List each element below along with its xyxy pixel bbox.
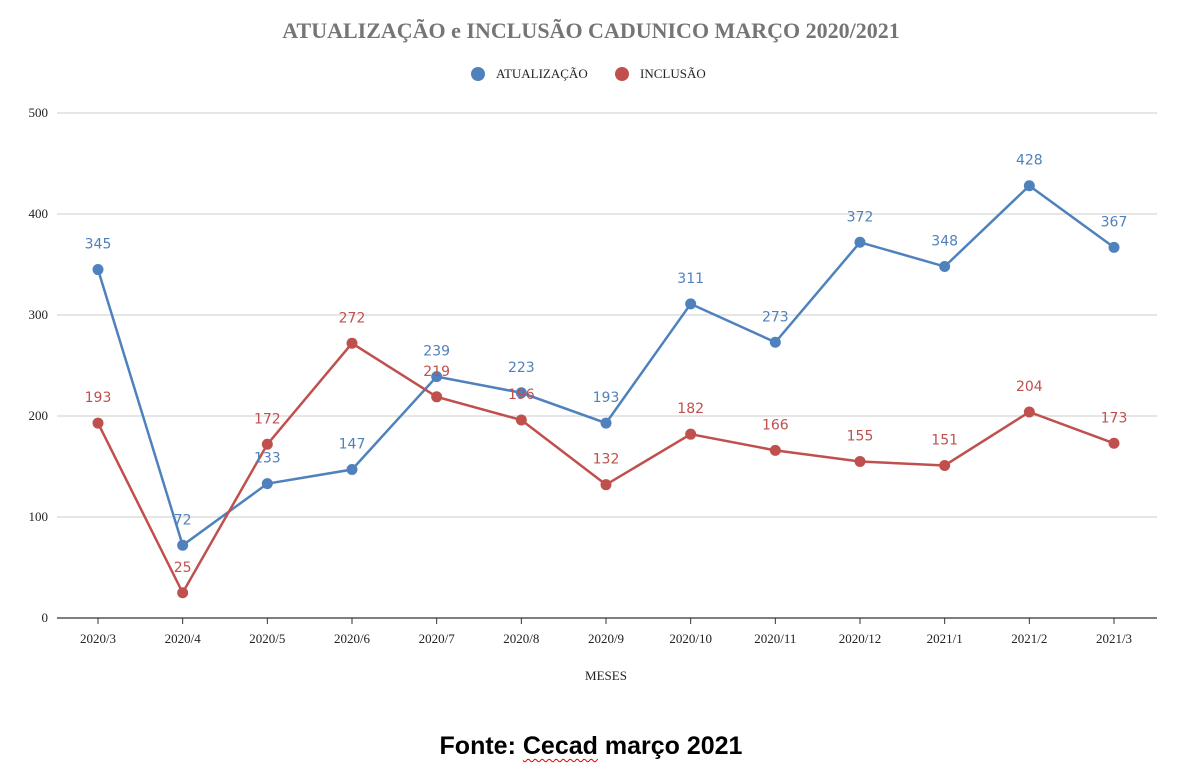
data-label: 367 — [1101, 214, 1128, 230]
data-label: 133 — [254, 451, 281, 467]
source-caption: Fonte: Cecad março 2021 — [0, 732, 1182, 761]
data-point — [854, 236, 866, 248]
x-tick-label: 2021/2 — [1011, 631, 1047, 646]
x-tick-label: 2020/6 — [334, 631, 371, 646]
data-point — [685, 428, 697, 440]
data-label: 348 — [931, 234, 958, 250]
data-label: 223 — [508, 360, 535, 376]
legend-label-0: ATUALIZAÇÃO — [496, 66, 588, 81]
data-label: 172 — [254, 411, 281, 427]
data-label: 196 — [508, 387, 535, 403]
data-point — [854, 455, 866, 467]
data-point — [1023, 180, 1035, 192]
data-point — [431, 391, 443, 403]
data-label: 219 — [423, 364, 450, 380]
x-axis-label: MESES — [585, 668, 627, 683]
data-label: 193 — [593, 390, 620, 406]
x-tick-label: 2020/10 — [669, 631, 712, 646]
data-point — [600, 417, 612, 429]
data-point — [92, 264, 104, 276]
source-name: Cecad — [522, 732, 598, 760]
x-tick-label: 2020/5 — [249, 631, 285, 646]
data-point — [769, 336, 781, 348]
data-point — [261, 438, 273, 450]
data-point — [431, 371, 443, 383]
y-tick-label: 200 — [29, 408, 49, 423]
series-line-0 — [96, 184, 1115, 548]
data-point — [939, 459, 951, 471]
source-prefix: Fonte: — [439, 732, 523, 760]
series-line-1 — [96, 341, 1115, 596]
data-label: 173 — [1101, 410, 1128, 426]
data-label: 272 — [339, 310, 366, 326]
data-point — [177, 587, 189, 599]
data-point — [600, 479, 612, 491]
data-label: 151 — [931, 432, 958, 448]
x-tick-label: 2020/4 — [165, 631, 202, 646]
chart-title: ATUALIZAÇÃO e INCLUSÃO CADUNICO MARÇO 20… — [282, 18, 899, 43]
data-point — [1108, 437, 1120, 449]
data-label: 239 — [423, 344, 450, 360]
y-tick-label: 500 — [29, 105, 49, 120]
data-label: 204 — [1016, 379, 1043, 395]
legend-marker-1 — [615, 67, 629, 81]
data-label: 428 — [1016, 153, 1043, 169]
line-chart: ATUALIZAÇÃO e INCLUSÃO CADUNICO MARÇO 20… — [29, 18, 1157, 683]
data-point — [177, 539, 189, 551]
x-tick-label: 2021/1 — [927, 631, 963, 646]
y-tick-label: 400 — [29, 206, 49, 221]
legend-marker-0 — [471, 67, 485, 81]
data-label: 311 — [677, 271, 704, 287]
data-label: 132 — [593, 452, 620, 468]
y-tick-label: 0 — [42, 610, 49, 625]
data-label: 193 — [85, 390, 112, 406]
legend-label-1: INCLUSÃO — [640, 66, 706, 81]
data-point — [769, 444, 781, 456]
x-tick-label: 2020/9 — [588, 631, 624, 646]
data-point — [261, 478, 273, 490]
data-point — [939, 261, 951, 273]
data-label: 25 — [174, 560, 192, 576]
y-tick-label: 300 — [29, 307, 49, 322]
x-tick-label: 2020/3 — [80, 631, 116, 646]
x-tick-label: 2020/12 — [839, 631, 882, 646]
data-point — [1023, 406, 1035, 418]
data-point — [685, 298, 697, 310]
x-tick-label: 2020/8 — [503, 631, 539, 646]
data-label: 345 — [85, 237, 112, 253]
x-tick-label: 2021/3 — [1096, 631, 1132, 646]
data-label: 155 — [847, 428, 874, 444]
data-label: 166 — [762, 417, 789, 433]
data-point — [346, 337, 358, 349]
data-label: 182 — [677, 401, 704, 417]
data-point — [92, 417, 104, 429]
data-label: 72 — [174, 512, 192, 528]
data-label: 372 — [847, 209, 874, 225]
data-point — [346, 464, 358, 476]
data-point — [515, 387, 527, 399]
source-suffix: março 2021 — [597, 732, 743, 760]
y-tick-label: 100 — [29, 509, 49, 524]
data-point — [1108, 241, 1120, 253]
data-point — [515, 414, 527, 426]
x-tick-label: 2020/7 — [419, 631, 456, 646]
data-label: 147 — [339, 437, 366, 453]
x-tick-label: 2020/11 — [754, 631, 796, 646]
data-label: 273 — [762, 309, 789, 325]
